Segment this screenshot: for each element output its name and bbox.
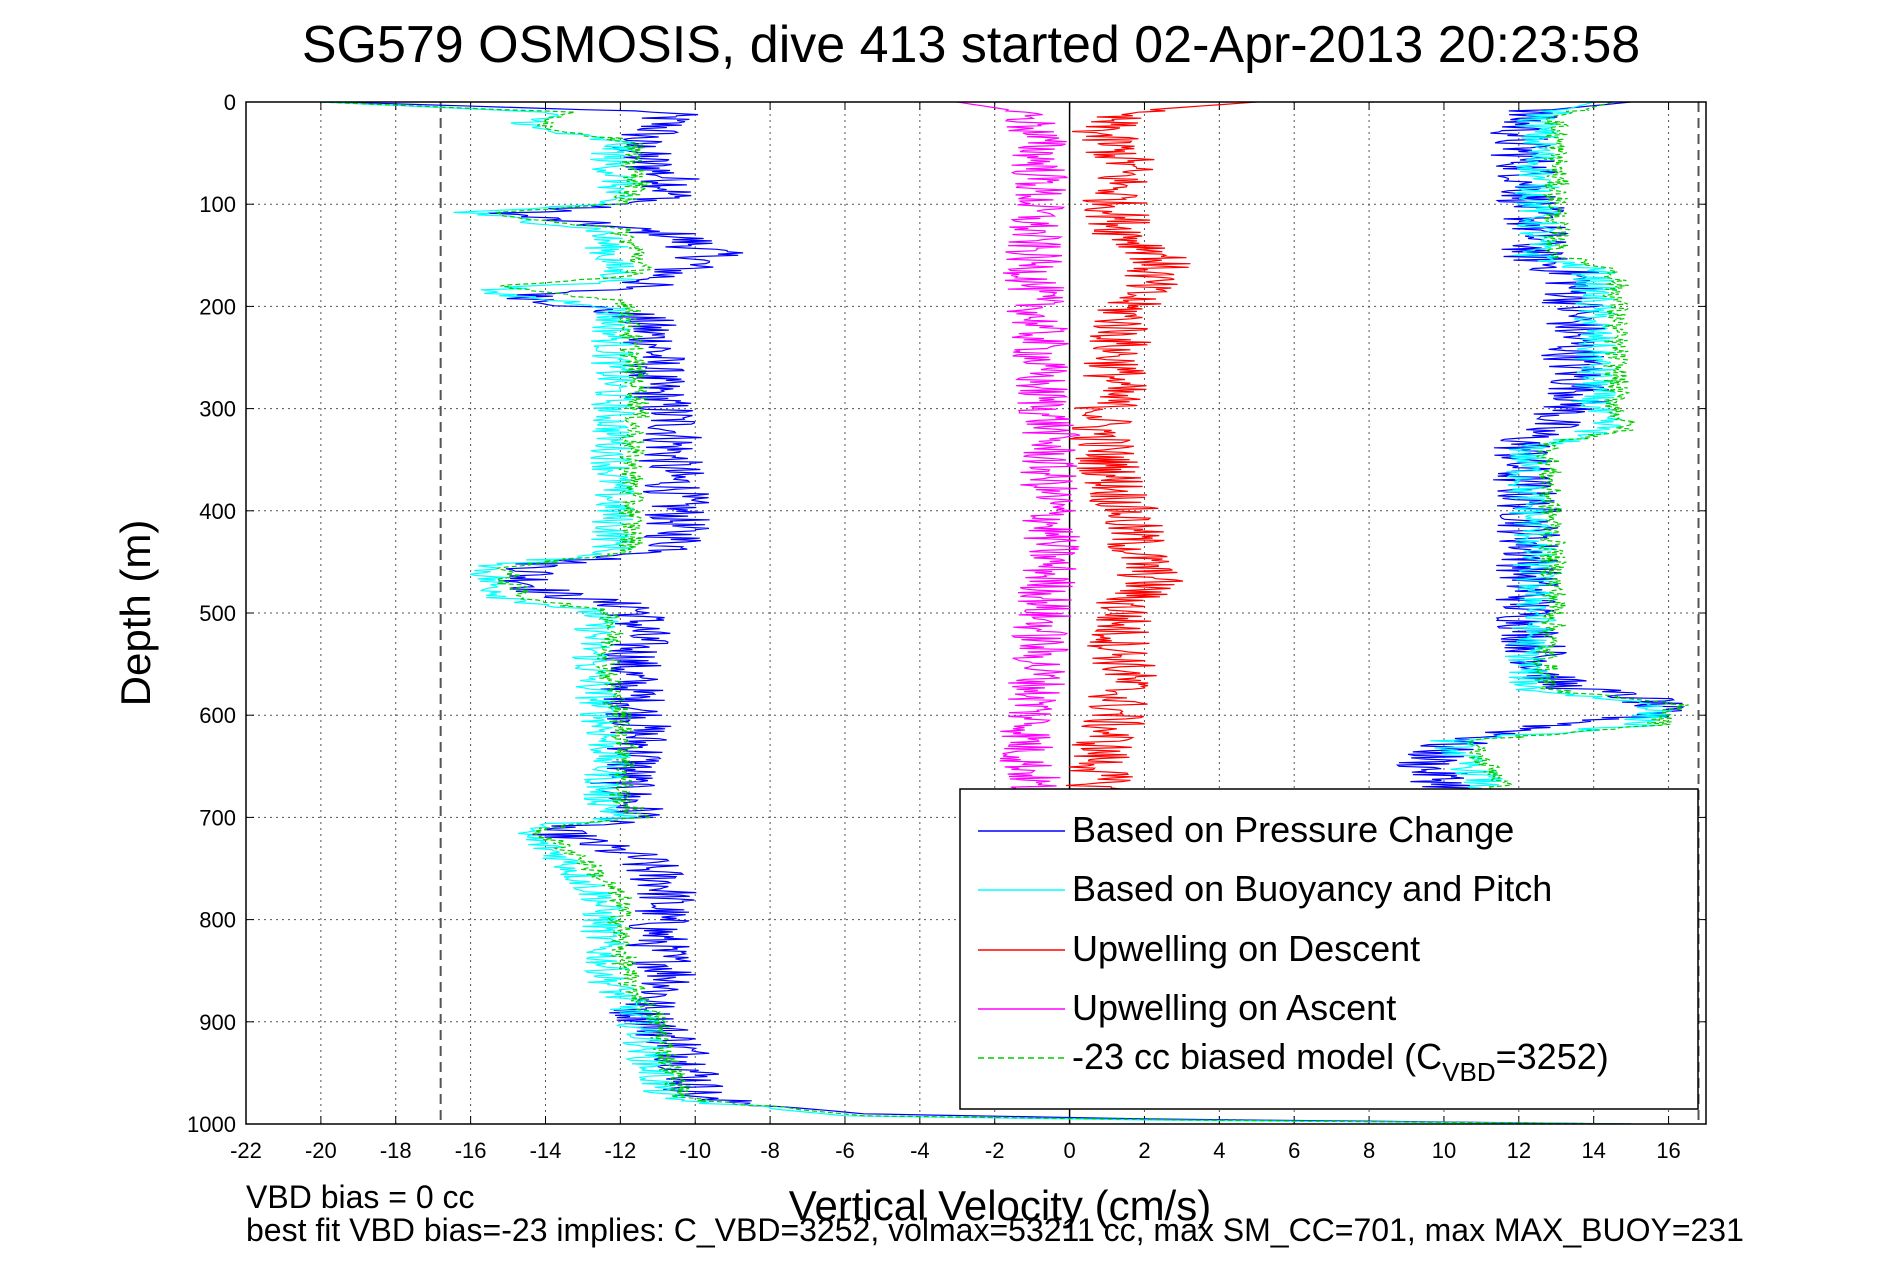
legend-label-4: Upwelling on Ascent [1072, 987, 1396, 1028]
series-line-2-1 [320, 102, 1632, 1124]
legend-label-1: Based on Pressure Change [1072, 809, 1514, 850]
y-tick-label: 0 [224, 90, 236, 115]
y-tick-label: 900 [199, 1010, 236, 1035]
series-2 [320, 102, 1672, 1124]
x-tick-label: -20 [305, 1138, 337, 1163]
x-tick-label: 12 [1507, 1138, 1531, 1163]
x-tick-label: -12 [604, 1138, 636, 1163]
x-tick-labels: -22 -20 -18 -16 -14 -12 -10 -8 -6 -4 -2 0 2 4 6 8 10 12 14… [230, 1138, 1681, 1163]
series-5 [320, 102, 1689, 1124]
legend-subscript: VBD [1442, 1057, 1495, 1087]
x-tick-label: -10 [679, 1138, 711, 1163]
y-tick-label: 400 [199, 499, 236, 524]
y-tick-label: 700 [199, 805, 236, 830]
x-tick-label: -18 [380, 1138, 412, 1163]
x-tick-label: 2 [1138, 1138, 1150, 1163]
series-layer [320, 102, 1689, 1124]
y-tick-label: 100 [199, 192, 236, 217]
x-tick-label: -22 [230, 1138, 262, 1163]
x-axis-label: Vertical Velocity (cm/s) [789, 1182, 1211, 1229]
legend: Based on Pressure Change Based on Buoyanc… [959, 788, 1699, 1110]
x-tick-label: -8 [760, 1138, 780, 1163]
x-tick-label: 4 [1213, 1138, 1225, 1163]
x-tick-label: 14 [1581, 1138, 1605, 1163]
series-3 [1065, 102, 1257, 793]
x-tick-label: 0 [1063, 1138, 1075, 1163]
x-tick-label: 10 [1432, 1138, 1456, 1163]
series-line-4-1 [957, 102, 1081, 793]
series-line-1-1 [339, 102, 1632, 1124]
legend-box [959, 788, 1699, 1110]
series-line-2-2 [1430, 102, 1672, 793]
series-line-5-2 [1465, 102, 1689, 793]
series-4 [957, 102, 1081, 793]
plot-frame [245, 101, 1707, 1125]
y-tick-label: 300 [199, 397, 236, 422]
y-tick-label: 600 [199, 703, 236, 728]
x-tick-label: 6 [1288, 1138, 1300, 1163]
y-tick-label: 800 [199, 908, 236, 933]
legend-label-2: Based on Buoyancy and Pitch [1072, 868, 1552, 909]
chart-title: SG579 OSMOSIS, dive 413 started 02-Apr-2… [302, 16, 1640, 74]
legend-label-3: Upwelling on Descent [1072, 928, 1420, 969]
x-tick-label: -2 [985, 1138, 1005, 1163]
y-axis-label: Depth (m) [112, 520, 159, 707]
x-tick-label: -6 [835, 1138, 855, 1163]
x-tick-label: 16 [1656, 1138, 1680, 1163]
legend-label-suffix: =3252) [1496, 1036, 1609, 1077]
x-tick-label: -4 [910, 1138, 930, 1163]
footer-vbd-bias: VBD bias = 0 cc [246, 1179, 475, 1215]
y-tick-label: 200 [199, 294, 236, 319]
y-tick-label: 500 [199, 601, 236, 626]
x-tick-label: -16 [455, 1138, 487, 1163]
x-tick-label: -14 [530, 1138, 562, 1163]
footer-best-fit: best fit VBD bias=-23 implies: C_VBD=325… [246, 1212, 1744, 1248]
y-tick-label: 1000 [187, 1112, 236, 1137]
x-tick-label: 8 [1363, 1138, 1375, 1163]
y-tick-labels: 0 100 200 300 400 500 600 700 800 900 1000 [187, 90, 236, 1137]
series-line-3-1 [1065, 102, 1257, 793]
